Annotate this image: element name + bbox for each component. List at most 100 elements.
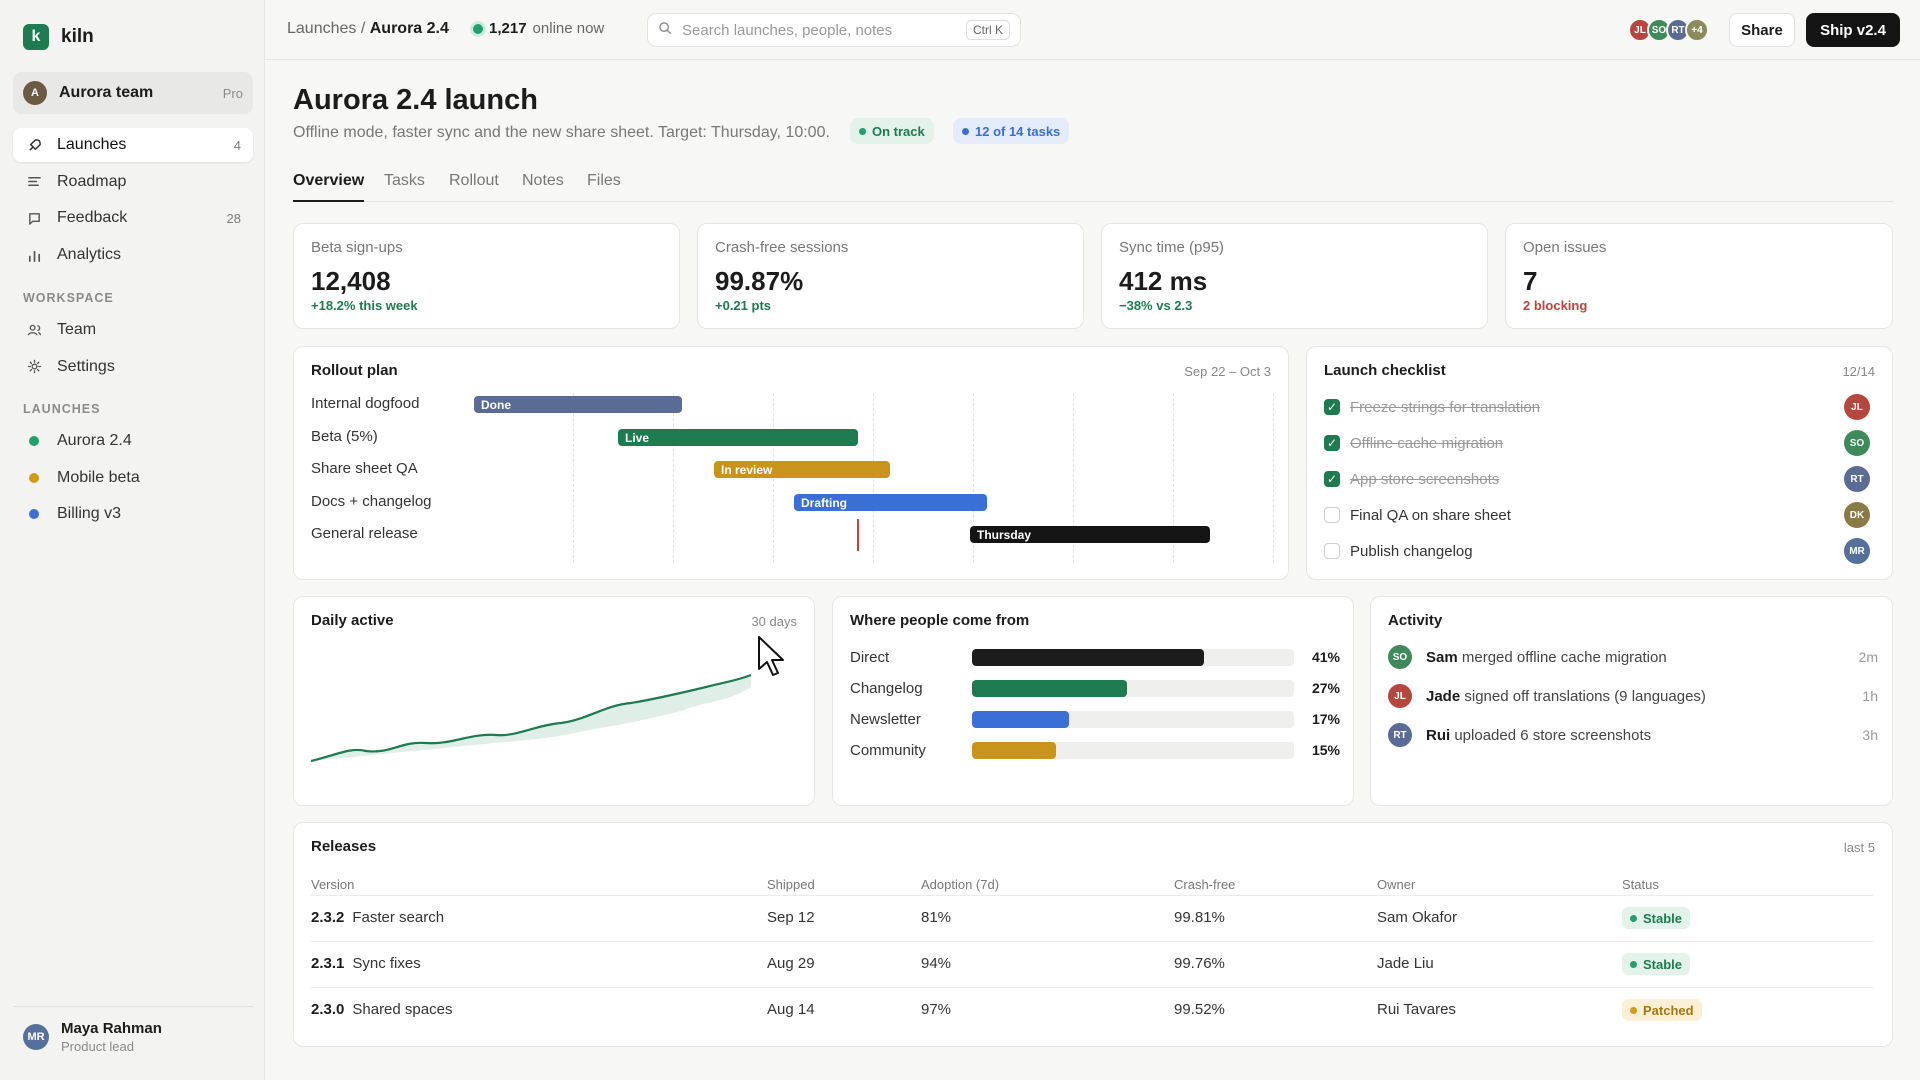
main-nav: Launches 4 Roadmap Feedback 28 Analytics — [13, 128, 253, 275]
release-shipped: Aug 29 — [767, 955, 815, 972]
activity-text: Jade signed off translations (9 language… — [1426, 688, 1706, 705]
tab-tasks[interactable]: Tasks — [384, 172, 425, 189]
daily-active-card: Daily active 30 days — [293, 596, 815, 806]
checklist-count: 12/14 — [1842, 364, 1875, 379]
checklist-item-text: App store screenshots — [1350, 470, 1500, 488]
sidebar-item-team[interactable]: Team — [13, 313, 253, 347]
sidebar-item-label: Roadmap — [57, 172, 127, 190]
today-marker — [857, 519, 859, 551]
activity-time: 2m — [1858, 649, 1878, 665]
activity-actor: Sam — [1426, 648, 1458, 666]
releases-card: Releases last 5 Version Shipped Adoption… — [293, 822, 1893, 1047]
stat-value: 7 — [1523, 266, 1538, 296]
tab-notes[interactable]: Notes — [522, 172, 564, 189]
checklist-item: Publish changelog MR — [1324, 533, 1870, 569]
sidebar-item-feedback[interactable]: Feedback 28 — [13, 201, 253, 235]
rollout-bar-docs[interactable]: Drafting — [794, 494, 987, 511]
checkbox-unchecked[interactable] — [1324, 543, 1340, 559]
sidebar-item-analytics[interactable]: Analytics — [13, 238, 253, 272]
daily-active-title: Daily active — [311, 612, 394, 629]
message-icon — [25, 211, 43, 226]
brand[interactable]: k kiln — [23, 24, 94, 50]
sidebar-item-aurora[interactable]: Aurora 2.4 — [13, 424, 253, 458]
stat-label: Beta sign-ups — [311, 239, 403, 256]
sidebar-item-mobile-beta[interactable]: Mobile beta — [13, 461, 253, 495]
column-header-adoption[interactable]: Adoption (7d) — [921, 877, 1000, 892]
status-label: Patched — [1643, 1002, 1694, 1018]
user-role: Product lead — [61, 1039, 134, 1054]
team-switcher[interactable]: A Aurora team Pro — [13, 72, 253, 114]
daily-active-sparkline — [311, 673, 751, 763]
release-owner: Jade Liu — [1377, 955, 1434, 972]
source-track — [972, 710, 1294, 728]
column-header-status[interactable]: Status — [1622, 877, 1659, 892]
online-count: 1,217 — [489, 20, 527, 37]
rollout-bar-beta[interactable]: Live — [618, 429, 858, 446]
tab-rollout[interactable]: Rollout — [449, 172, 499, 189]
breadcrumb-separator: / — [360, 20, 366, 37]
launches-section-title: LAUNCHES — [23, 402, 101, 416]
checklist-title: Launch checklist — [1324, 362, 1446, 379]
column-header-shipped[interactable]: Shipped — [767, 877, 815, 892]
activity-title: Activity — [1388, 612, 1443, 629]
tab-files[interactable]: Files — [587, 172, 621, 189]
checkbox-checked[interactable]: ✓ — [1324, 471, 1340, 487]
bar-chart-icon — [25, 248, 43, 263]
checkbox-checked[interactable]: ✓ — [1324, 435, 1340, 451]
sidebar-item-roadmap[interactable]: Roadmap — [13, 165, 253, 199]
sidebar-item-launches[interactable]: Launches 4 — [13, 128, 253, 162]
ship-button[interactable]: Ship v2.4 — [1806, 13, 1900, 47]
avatar: JL — [1844, 394, 1870, 420]
people-icon — [25, 323, 43, 338]
search-input[interactable] — [682, 21, 966, 39]
column-header-owner[interactable]: Owner — [1377, 877, 1416, 892]
page-subtitle: Offline mode, faster sync and the new sh… — [293, 124, 830, 141]
rollout-bar-general[interactable]: Thursday — [970, 526, 1210, 543]
sidebar: k kiln A Aurora team Pro Launches 4 Road… — [0, 0, 265, 1080]
gridline — [873, 393, 874, 563]
tab-overview[interactable]: Overview — [293, 172, 365, 202]
breadcrumb-parent[interactable]: Launches — [287, 20, 357, 37]
user-profile[interactable]: MR Maya Rahman Product lead — [23, 1020, 162, 1054]
checklist-item-text: Freeze strings for translation — [1350, 398, 1541, 416]
activity-item[interactable]: RT Rui uploaded 6 store screenshots 3h — [1388, 723, 1878, 747]
releases-meta: last 5 — [1843, 840, 1875, 855]
collaborator-avatars[interactable]: JL SO RT +4 — [1628, 18, 1709, 42]
checkbox-unchecked[interactable] — [1324, 507, 1340, 523]
rollout-bar-dogfood[interactable]: Done — [474, 396, 682, 413]
table-divider — [311, 941, 1873, 942]
checklist-item-text: Final QA on share sheet — [1350, 506, 1511, 524]
search-box[interactable]: Ctrl K — [647, 13, 1021, 47]
sidebar-item-settings[interactable]: Settings — [13, 350, 253, 384]
source-track — [972, 741, 1294, 759]
source-percent: 17% — [1311, 711, 1340, 727]
column-header-crash-free[interactable]: Crash-free — [1174, 877, 1236, 892]
stat-delta: 2 blocking — [1523, 298, 1588, 313]
sidebar-item-billing[interactable]: Billing v3 — [13, 497, 253, 531]
activity-item[interactable]: JL Jade signed off translations (9 langu… — [1388, 684, 1878, 708]
release-owner: Rui Tavares — [1377, 1001, 1456, 1018]
page-title: Aurora 2.4 launch — [293, 84, 538, 116]
activity-time: 3h — [1862, 727, 1878, 743]
release-version: 2.3.2 — [311, 909, 345, 926]
sidebar-item-label: Feedback — [57, 209, 128, 227]
stat-card-crash-free: Crash-free sessions 99.87% +0.21 pts — [697, 223, 1084, 329]
stat-label: Crash-free sessions — [715, 239, 849, 256]
stat-label: Sync time (p95) — [1119, 239, 1225, 256]
release-name: Shared spaces — [352, 1001, 453, 1018]
source-percent: 41% — [1311, 649, 1340, 665]
activity-item[interactable]: SO Sam merged offline cache migration 2m — [1388, 645, 1878, 669]
release-shipped: Aug 14 — [767, 1001, 815, 1018]
stat-delta: +18.2% this week — [311, 298, 418, 313]
launches-nav: Aurora 2.4 Mobile beta Billing v3 — [13, 424, 253, 534]
status-label: Stable — [1643, 910, 1683, 926]
rollout-row-label: Internal dogfood — [311, 395, 420, 412]
status-dot-icon — [859, 127, 866, 135]
workspace-section-title: WORKSPACE — [23, 291, 114, 305]
share-button[interactable]: Share — [1729, 13, 1795, 47]
column-header-version[interactable]: Version — [311, 877, 355, 892]
rollout-bar-share-qa[interactable]: In review — [714, 461, 890, 478]
tasks-badge-label: 12 of 14 tasks — [975, 123, 1061, 139]
sources-title: Where people come from — [850, 612, 1030, 629]
checkbox-checked[interactable]: ✓ — [1324, 399, 1340, 415]
